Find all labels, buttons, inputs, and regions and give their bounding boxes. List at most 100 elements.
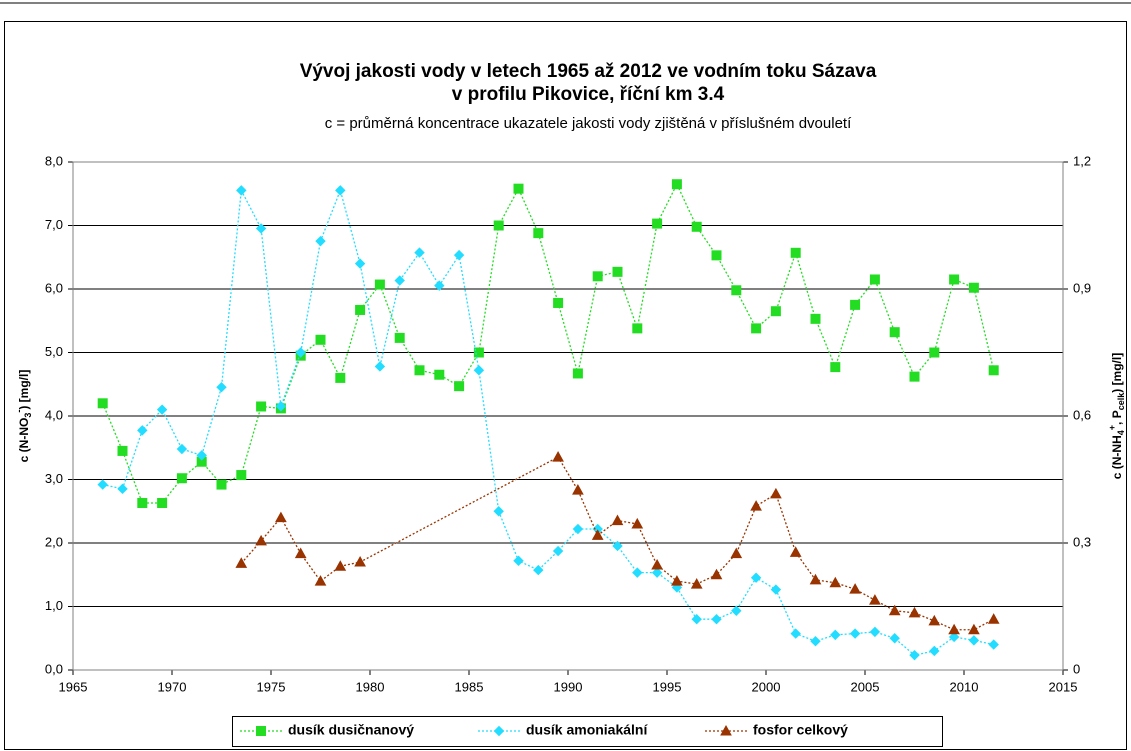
marker [572, 523, 584, 535]
marker [908, 606, 921, 618]
marker [889, 633, 900, 644]
y-tick-label: 7,0 [45, 217, 63, 232]
marker [295, 347, 306, 358]
x-tick-label: 1990 [554, 679, 583, 694]
marker [414, 365, 425, 376]
y-axis-title-part: - [14, 410, 24, 413]
marker [711, 613, 722, 625]
marker [809, 573, 822, 585]
marker [968, 282, 979, 293]
marker [869, 626, 881, 638]
marker [553, 297, 564, 308]
marker [493, 506, 504, 517]
marker [651, 558, 663, 570]
marker [315, 334, 326, 345]
x-tick-label: 2015 [1049, 679, 1078, 694]
marker [117, 483, 128, 495]
marker [710, 568, 723, 580]
marker [611, 514, 624, 526]
marker [770, 306, 781, 317]
x-tick-label: 2000 [752, 679, 781, 694]
marker [691, 613, 702, 625]
marker [770, 487, 782, 499]
marker [987, 613, 1000, 624]
legend-label: fosfor celkový [753, 722, 848, 738]
marker [928, 614, 941, 626]
marker [334, 560, 347, 571]
marker [830, 362, 841, 373]
marker [671, 575, 683, 586]
marker [631, 517, 644, 529]
marker [810, 313, 821, 324]
y-tick-label: 2,0 [45, 534, 63, 549]
y2-axis-title-part: ) [mg/l] [1110, 353, 1124, 393]
marker [652, 218, 663, 229]
chart-frame [4, 21, 1127, 750]
marker [790, 247, 801, 258]
marker [849, 628, 861, 639]
marker [731, 605, 742, 616]
marker [612, 540, 623, 552]
y2-axis-title-part: 4 [1116, 430, 1126, 435]
legend-label: dusík dusičnanový [288, 722, 414, 738]
marker [829, 576, 842, 588]
marker [335, 185, 346, 196]
plot-frame [72, 161, 1064, 671]
y-axis-title-part: c (N-NO [17, 418, 31, 463]
y2-tick-label: 1,2 [1073, 153, 1091, 168]
marker [869, 274, 880, 285]
series-line [102, 182, 995, 504]
marker [97, 398, 108, 409]
marker [572, 368, 583, 379]
marker [988, 639, 999, 650]
y-tick-label: 3,0 [45, 471, 63, 486]
legend-label: dusík amoniakální [526, 722, 648, 738]
marker [256, 726, 266, 736]
y-tick-label: 6,0 [45, 280, 63, 295]
chart-subtitle: c = průměrná koncentrace ukazatele jakos… [325, 115, 852, 132]
marker [513, 555, 524, 566]
marker [869, 594, 881, 605]
marker [176, 443, 188, 455]
marker [354, 258, 366, 269]
marker [473, 365, 485, 376]
y2-tick-label: 0,9 [1073, 280, 1091, 295]
marker [314, 575, 327, 586]
y2-axis-title: c (N-NH4+, Pcelk) [mg/l] [1107, 353, 1126, 479]
marker [671, 179, 682, 190]
marker [790, 628, 801, 639]
marker [730, 547, 743, 559]
marker [315, 235, 326, 247]
marker [354, 556, 366, 567]
marker [394, 275, 405, 286]
x-tick-label: 1985 [455, 679, 484, 694]
series-line [102, 188, 994, 656]
marker [988, 365, 999, 376]
marker [789, 546, 802, 557]
marker [137, 497, 148, 508]
x-tick-label: 1995 [653, 679, 682, 694]
y2-axis-title-part: c (N-NH [1110, 435, 1124, 479]
marker [968, 635, 980, 646]
marker [374, 361, 386, 372]
marker [750, 500, 762, 511]
marker [888, 604, 901, 616]
marker [731, 285, 742, 296]
marker [493, 725, 505, 737]
marker [552, 545, 564, 557]
marker [849, 583, 861, 594]
marker [612, 266, 623, 277]
y2-tick-label: 0,3 [1073, 534, 1091, 549]
marker [533, 228, 544, 239]
marker [294, 547, 307, 559]
y-axis-title: c (N-NO3-) [mg/l] [14, 370, 33, 463]
marker [750, 572, 762, 583]
marker [176, 473, 187, 484]
marker [968, 623, 980, 635]
marker [256, 401, 267, 412]
marker [810, 636, 821, 647]
marker [929, 347, 940, 358]
marker [454, 381, 465, 392]
marker [632, 323, 643, 334]
marker [236, 185, 247, 196]
